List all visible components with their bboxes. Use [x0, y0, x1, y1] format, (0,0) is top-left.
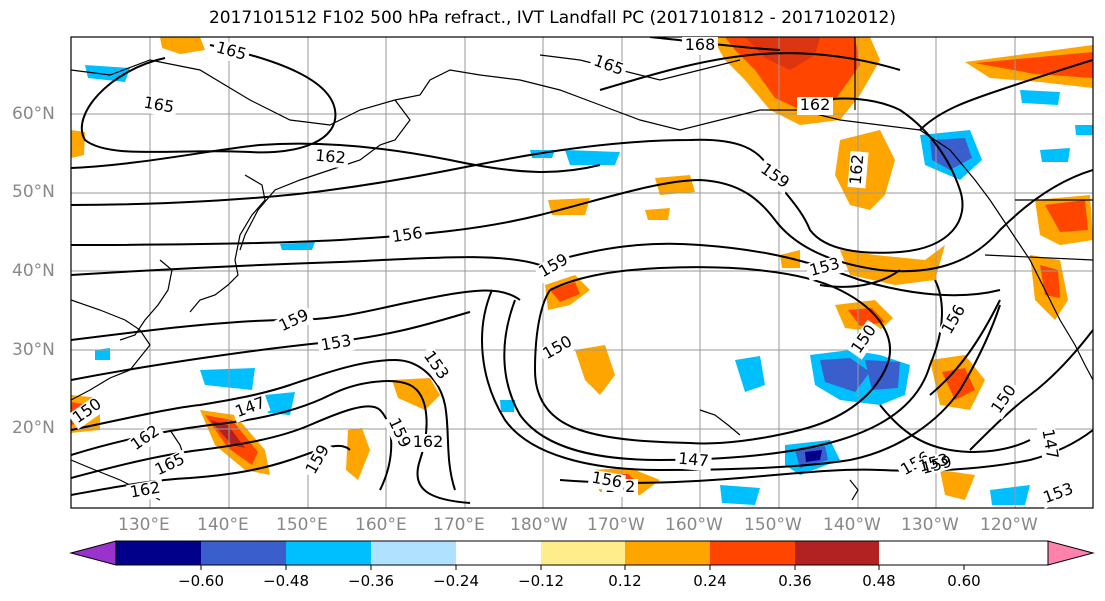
contour-label: 162: [846, 153, 868, 185]
contour-label: 162: [413, 432, 444, 451]
contour-label: 168: [685, 35, 716, 54]
lon-label: 150°E: [276, 515, 328, 535]
contour-label: 162: [314, 146, 346, 168]
colorbar-segment: [541, 541, 625, 565]
colorbar-tick-label: 0.48: [862, 572, 896, 590]
contour-label: 156: [391, 223, 424, 246]
lon-label: 130°E: [118, 515, 170, 535]
colorbar-segment: [456, 541, 541, 565]
lon-label: 140°W: [823, 515, 881, 535]
colorbar-tick-label: 0.12: [608, 572, 642, 590]
lon-label: 130°W: [901, 515, 959, 535]
colorbar-tick-label: −0.36: [348, 572, 394, 590]
lon-label: 160°W: [665, 515, 723, 535]
colorbar-tick-label: 0.36: [778, 572, 812, 590]
lat-label: 20°N: [12, 418, 55, 438]
colorbar-tick-label: −0.60: [178, 572, 224, 590]
lon-label: 140°E: [197, 515, 249, 535]
colorbar-segment: [710, 541, 795, 565]
lon-label: 170°W: [587, 515, 645, 535]
colorbar-tick-label: −0.12: [518, 572, 564, 590]
colorbar-extend-high: [1047, 540, 1095, 566]
lon-label: 180°W: [510, 515, 568, 535]
lon-label: 120°W: [980, 515, 1038, 535]
colorbar-segment: [371, 541, 456, 565]
colorbar-segment: [795, 541, 879, 565]
colorbar-tick-label: 0.60: [947, 572, 981, 590]
lon-label: 150°W: [744, 515, 802, 535]
lon-label: 170°E: [433, 515, 485, 535]
contour-label: 147: [677, 449, 709, 471]
colorbar-tick-label: 0.24: [693, 572, 727, 590]
lat-label: 30°N: [12, 340, 55, 360]
lat-label: 50°N: [12, 182, 55, 202]
colorbar-tick-label: −0.24: [433, 572, 479, 590]
colorbar-tick-label: −0.48: [263, 572, 309, 590]
map-panel: [71, 37, 1093, 508]
lon-label: 160°E: [355, 515, 407, 535]
lat-label: 60°N: [12, 104, 55, 124]
lat-label: 40°N: [12, 261, 55, 281]
colorbar-extend-low: [69, 540, 117, 566]
colorbar-segment: [201, 541, 286, 565]
colorbar-segment: [625, 541, 710, 565]
colorbar-segment: [116, 541, 201, 565]
colorbar-segment: [286, 541, 371, 565]
contour-label: 162: [800, 95, 831, 114]
map-title: 2017101512 F102 500 hPa refract., IVT La…: [208, 8, 896, 28]
contour-label-group: 168 165 165 165 162 162 162 162 162 162 …: [67, 35, 1079, 509]
map-frame: [70, 36, 1094, 509]
colorbar: [69, 540, 1095, 570]
